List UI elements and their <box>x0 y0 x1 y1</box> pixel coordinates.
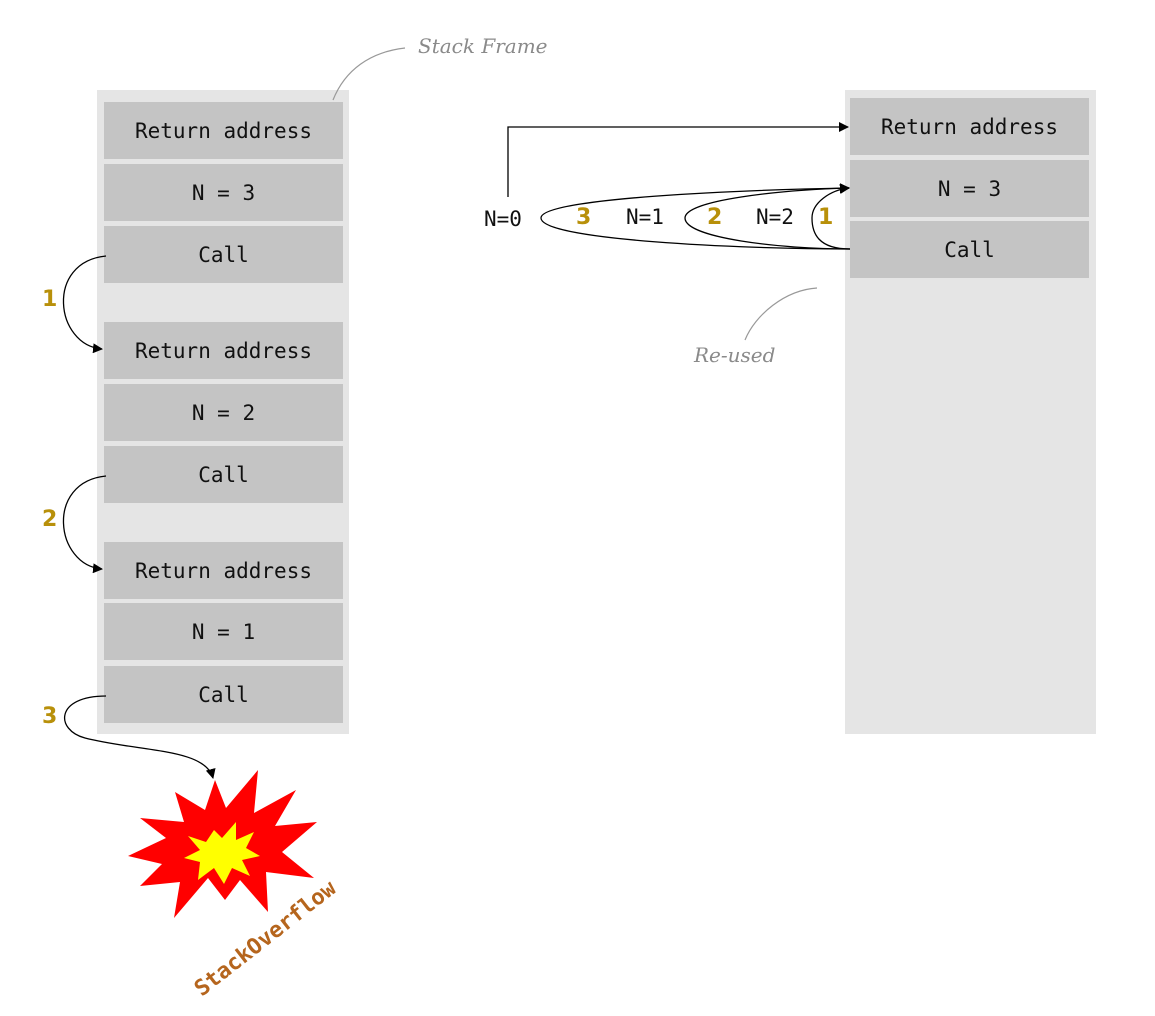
frame2-return-address: Return address <box>104 322 343 379</box>
loop-step-2: 2 <box>707 205 723 230</box>
frame2-call: Call <box>104 446 343 503</box>
frame1-n-value: N = 3 <box>104 164 343 221</box>
loop-step-1: 1 <box>818 205 834 230</box>
loop-step-3: 3 <box>576 205 592 230</box>
stack-frame-note: Stack Frame <box>418 34 548 58</box>
return-arrow <box>507 122 849 197</box>
frame3-n-value: N = 1 <box>104 603 343 660</box>
frame3-return-address: Return address <box>104 542 343 599</box>
step-2-label: 2 <box>42 507 58 532</box>
call-arrow-3 <box>64 695 216 779</box>
stack-frame-callout <box>332 47 406 101</box>
explosion-core-icon <box>184 822 260 884</box>
frame1-return-address: Return address <box>104 102 343 159</box>
frame3-call: Call <box>104 666 343 723</box>
call-arrow-2 <box>62 475 107 574</box>
n1-label: N=1 <box>626 205 664 229</box>
frame1-call: Call <box>104 226 343 283</box>
loop-arc-inner <box>811 183 851 250</box>
loop-arc-middle <box>684 183 851 250</box>
call-arrow-1 <box>62 255 107 354</box>
right-return-address: Return address <box>850 98 1089 155</box>
frame2-n-value: N = 2 <box>104 384 343 441</box>
right-n-value: N = 3 <box>850 160 1089 217</box>
n2-label: N=2 <box>756 205 794 229</box>
loop-arc-outer <box>540 183 851 250</box>
reused-note: Re-used <box>694 343 776 367</box>
right-call: Call <box>850 221 1089 278</box>
step-3-label: 3 <box>42 704 58 729</box>
n0-label: N=0 <box>484 207 522 231</box>
reused-callout <box>744 287 818 341</box>
step-1-label: 1 <box>42 287 58 312</box>
